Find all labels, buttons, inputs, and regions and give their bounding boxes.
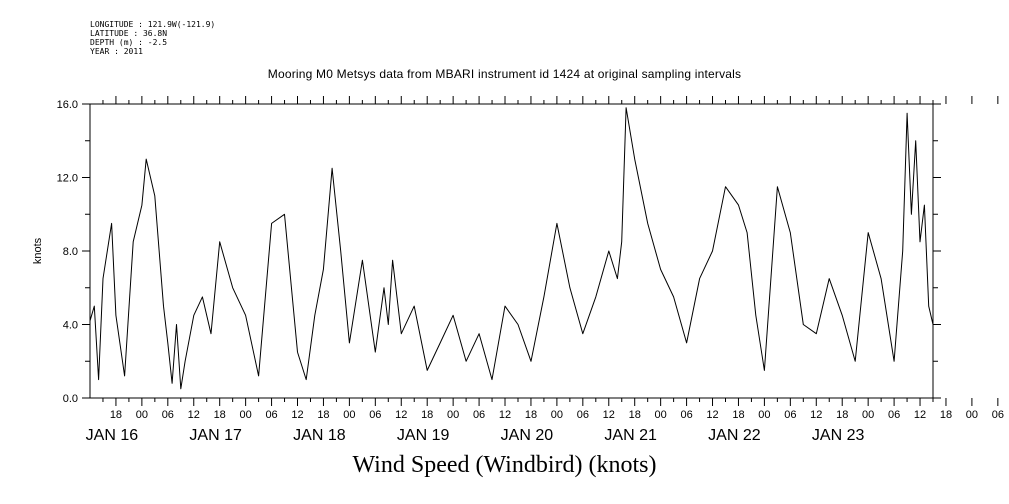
x-hour-label: 06 [577,409,589,421]
x-hour-label: 12 [188,409,200,421]
x-hour-label: 12 [291,409,303,421]
x-hour-label: 12 [603,409,615,421]
x-hour-label: 18 [836,409,848,421]
x-hour-label: 06 [265,409,277,421]
x-hour-label: 18 [629,409,641,421]
x-hour-label: 12 [914,409,926,421]
x-hour-label: 12 [395,409,407,421]
plot-frame [89,103,934,399]
x-hour-label: 18 [732,409,744,421]
x-day-label: JAN 17 [189,427,242,444]
y-axis-label: knots [32,237,44,264]
x-day-label: JAN 21 [604,427,657,444]
x-hour-label: 18 [525,409,537,421]
x-hour-label: 06 [162,409,174,421]
x-hour-label: 00 [862,409,874,421]
x-axis-label: Wind Speed (Windbird) (knots) [352,452,657,478]
x-hour-label: 06 [369,409,381,421]
x-hour-label: 00 [240,409,252,421]
wind-speed-series-line [89,107,934,390]
x-day-label: JAN 20 [501,427,554,444]
x-hour-label: 00 [551,409,563,421]
x-hour-label: 00 [655,409,667,421]
x-hour-label: 06 [680,409,692,421]
x-day-label: JAN 23 [812,427,865,444]
x-hour-label: 00 [447,409,459,421]
metadata-latitude: LATITUDE : 36.8N [90,29,168,38]
y-tick-label: 16.0 [57,99,78,111]
x-hour-label: 18 [317,409,329,421]
y-tick-label: 12.0 [57,173,78,185]
x-day-label: JAN 22 [708,427,761,444]
x-hour-label: 12 [706,409,718,421]
x-hour-label: 00 [758,409,770,421]
y-tick-label: 8.0 [63,246,78,258]
chart-title: Mooring M0 Metsys data from MBARI instru… [267,67,742,81]
x-hour-label: 06 [992,409,1004,421]
x-hour-label: 06 [784,409,796,421]
x-hour-label: 18 [421,409,433,421]
x-hour-label: 18 [214,409,226,421]
metadata-year: YEAR : 2011 [90,47,143,56]
y-tick-label: 0.0 [63,393,78,405]
x-hour-label: 06 [888,409,900,421]
metadata-longitude: LONGITUDE : 121.9W(-121.9) [90,20,216,29]
x-hour-label: 00 [136,409,148,421]
metadata-depth: DEPTH (m) : -2.5 [90,38,168,47]
x-hour-label: 18 [940,409,952,421]
x-hour-label: 18 [110,409,122,421]
x-day-label: JAN 18 [293,427,346,444]
y-tick-label: 4.0 [63,320,78,332]
mooring-metadata: LONGITUDE : 121.9W(-121.9) LATITUDE : 36… [90,20,215,56]
x-hour-label: 00 [966,409,978,421]
x-day-label: JAN 16 [86,427,139,444]
x-hour-label: 12 [499,409,511,421]
x-hour-label: 06 [473,409,485,421]
x-day-label: JAN 19 [397,427,450,444]
x-hour-label: 12 [810,409,822,421]
x-hour-label: 00 [343,409,355,421]
